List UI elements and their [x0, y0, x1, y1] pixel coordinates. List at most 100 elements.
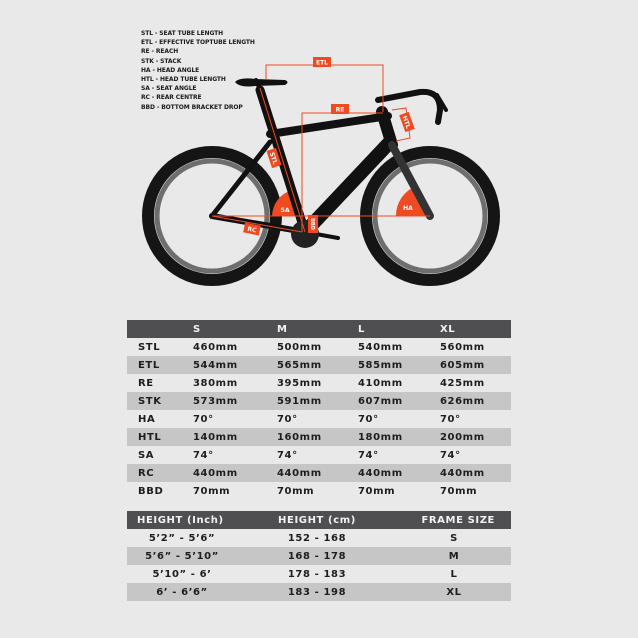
- cell: 74°: [277, 449, 298, 461]
- cell: 74°: [358, 449, 379, 461]
- cell: 70mm: [277, 485, 315, 497]
- table-row: 5’2” - 5’6” 152 - 168 S: [127, 529, 511, 547]
- header-s: S: [193, 323, 201, 335]
- cell: 5’10” - 6’: [152, 568, 212, 580]
- cell: 140mm: [193, 431, 238, 443]
- legend-item: HA - HEAD ANGLE: [141, 66, 200, 74]
- cell: 573mm: [193, 395, 238, 407]
- cell: 607mm: [358, 395, 403, 407]
- legend-item: RE - REACH: [141, 48, 179, 56]
- cell: 183 - 198: [287, 586, 347, 598]
- svg-text:BBD: BBD: [309, 218, 315, 230]
- cell: 500mm: [277, 341, 322, 353]
- cell: 440mm: [358, 467, 403, 479]
- cell: 410mm: [358, 377, 403, 389]
- svg-text:STL: STL: [268, 151, 278, 165]
- legend-item: ETL - EFFECTIVE TOPTUBE LENGTH: [141, 39, 255, 47]
- row-label: BBD: [138, 485, 164, 497]
- label-bbd: BBD: [308, 215, 318, 233]
- header-xl: XL: [440, 323, 456, 335]
- cell: S: [450, 532, 458, 544]
- legend-item: STL - SEAT TUBE LENGTH: [141, 30, 224, 37]
- table-row: BBD 70mm 70mm 70mm 70mm: [127, 482, 511, 500]
- table-header: S M L XL: [127, 320, 511, 338]
- cell: 6’ - 6’6”: [156, 586, 208, 598]
- table-row: HTL 140mm 160mm 180mm 200mm: [127, 428, 511, 446]
- legend-item: HTL - HEAD TUBE LENGTH: [141, 76, 226, 84]
- cell: 178 - 183: [287, 568, 347, 580]
- abbreviation-legend: STL - SEAT TUBE LENGTH ETL - EFFECTIVE T…: [141, 29, 255, 112]
- cell: 180mm: [358, 431, 403, 443]
- table-row: ETL 544mm 565mm 585mm 605mm: [127, 356, 511, 374]
- cell: 70°: [358, 413, 379, 425]
- row-label: HTL: [138, 431, 162, 443]
- cell: L: [450, 568, 458, 580]
- cell: 626mm: [440, 395, 485, 407]
- legend-item: STK - STACK: [141, 57, 182, 65]
- cell: 70mm: [440, 485, 478, 497]
- row-label: RC: [138, 467, 155, 479]
- legend-item: RC - REAR CENTRE: [141, 94, 202, 102]
- label-stl: STL: [266, 147, 282, 169]
- legend-item: SA - SEAT ANGLE: [141, 85, 197, 93]
- label-rc: RC: [243, 222, 261, 236]
- saddle: [235, 78, 288, 87]
- label-etl: ETL: [313, 57, 331, 67]
- table-row: RC 440mm 440mm 440mm 440mm: [127, 464, 511, 482]
- svg-text:RC: RC: [247, 226, 258, 235]
- cell: 395mm: [277, 377, 322, 389]
- svg-text:ETL: ETL: [316, 60, 328, 67]
- header-l: L: [358, 323, 365, 335]
- cell: 591mm: [277, 395, 322, 407]
- table-row: STL 460mm 500mm 540mm 560mm: [127, 338, 511, 356]
- cell: 5’2” - 5’6”: [148, 532, 216, 544]
- bike-geometry-diagram: ETL RE HTL STL SA HA RC BBD: [142, 57, 500, 286]
- cell: 74°: [193, 449, 214, 461]
- label-sa: SA: [281, 207, 290, 214]
- cell: 5’6” - 5’10”: [145, 550, 219, 562]
- cell: 440mm: [277, 467, 322, 479]
- svg-text:HTL: HTL: [401, 115, 412, 130]
- label-htl: HTL: [399, 111, 415, 133]
- row-label: ETL: [138, 359, 160, 371]
- cell: 70°: [440, 413, 461, 425]
- cell: 425mm: [440, 377, 485, 389]
- row-label: SA: [138, 449, 155, 461]
- cell: 440mm: [440, 467, 485, 479]
- cell: 152 - 168: [287, 532, 347, 544]
- cell: 160mm: [277, 431, 322, 443]
- row-label: HA: [138, 413, 156, 425]
- cell: 565mm: [277, 359, 322, 371]
- head-angle-wedge: [395, 186, 428, 216]
- geometry-table: S M L XL STL 460mm 500mm 540mm 560mm ETL 544mm…: [127, 320, 511, 500]
- cell: 440mm: [193, 467, 238, 479]
- cell: XL: [446, 586, 462, 598]
- table-row: SA 74° 74° 74° 74°: [127, 446, 511, 464]
- cell: 70mm: [193, 485, 231, 497]
- label-re: RE: [331, 104, 349, 114]
- table-row: STK 573mm 591mm 607mm 626mm: [127, 392, 511, 410]
- cell: 200mm: [440, 431, 485, 443]
- cell: 605mm: [440, 359, 485, 371]
- table-header: HEIGHT (Inch) HEIGHT (cm) FRAME SIZE: [127, 511, 511, 529]
- cell: 70°: [193, 413, 214, 425]
- cell: 585mm: [358, 359, 403, 371]
- label-ha: HA: [403, 205, 413, 212]
- cell: 74°: [440, 449, 461, 461]
- row-label: STK: [138, 395, 162, 407]
- cell: 460mm: [193, 341, 238, 353]
- cell: M: [448, 550, 460, 562]
- header-m: M: [277, 323, 288, 335]
- table-row: RE 380mm 395mm 410mm 425mm: [127, 374, 511, 392]
- table-row: 5’10” - 6’ 178 - 183 L: [127, 565, 511, 583]
- cell: 70mm: [358, 485, 396, 497]
- legend-item: BBD - BOTTOM BRACKET DROP: [141, 103, 243, 111]
- table-row: 5’6” - 5’10” 168 - 178 M: [127, 547, 511, 565]
- cell: 168 - 178: [287, 550, 347, 562]
- row-label: STL: [138, 341, 161, 353]
- cell: 380mm: [193, 377, 238, 389]
- svg-text:RE: RE: [336, 107, 345, 114]
- row-label: RE: [138, 377, 154, 389]
- cell: 560mm: [440, 341, 485, 353]
- cell: 544mm: [193, 359, 238, 371]
